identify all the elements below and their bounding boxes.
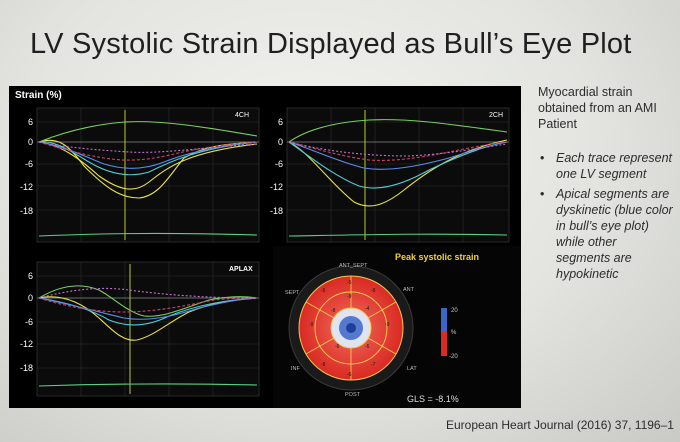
tick-label: -6	[275, 159, 283, 169]
panel-4ch: 4CH 6 0 -6 -12 -18	[20, 107, 260, 243]
color-scale: 20 % -20	[441, 308, 458, 360]
tick-label: -18	[20, 363, 33, 373]
gls-value: GLS = -8.1%	[407, 394, 459, 404]
strain-traces-aplax	[38, 285, 258, 387]
label-ant-sept: ANT_SEPT	[339, 263, 368, 269]
svg-text:-9: -9	[385, 322, 390, 328]
tick-label: -12	[20, 339, 33, 349]
tick-label: 0	[28, 137, 33, 147]
tick-label: 0	[28, 293, 33, 303]
svg-text:-5: -5	[347, 280, 352, 286]
panel-aplax: APLAX 6 0 -6 -12 -18	[20, 261, 260, 397]
label-lat: LAT	[407, 366, 417, 372]
panel-aplax-label: APLAX	[229, 266, 253, 273]
label-ant: ANT	[403, 287, 415, 293]
svg-text:-6: -6	[335, 344, 340, 350]
bullet-item: Each trace represent one LV segment	[540, 150, 673, 182]
side-intro: Myocardial strain obtained from an AMI P…	[538, 85, 657, 131]
tick-label: -18	[20, 206, 33, 216]
ticks-4ch: 6 0 -6 -12 -18	[20, 117, 33, 216]
strain-traces-2ch	[288, 119, 508, 237]
ticks-aplax: 6 0 -6 -12 -18	[20, 271, 33, 373]
scale-min: -20	[449, 354, 458, 360]
tick-label: 6	[278, 117, 283, 127]
citation: European Heart Journal (2016) 37, 1196–1	[446, 418, 674, 432]
svg-text:-8: -8	[371, 288, 376, 294]
svg-text:-8: -8	[331, 308, 336, 314]
label-sept: SEPT	[285, 290, 300, 296]
segment-values: -5 -8 -9 -7 -6 -8 -9 -5 -9 -4 -6 -6 -8	[309, 280, 390, 378]
side-notes: Myocardial strain obtained from an AMI P…	[538, 84, 673, 286]
peak-strain-title: Peak systolic strain	[395, 252, 479, 262]
slide-title: LV Systolic Strain Displayed as Bull’s E…	[30, 28, 632, 60]
tick-label: -18	[270, 206, 283, 216]
svg-text:-9: -9	[347, 294, 352, 300]
tick-label: -12	[20, 182, 33, 192]
tick-label: 0	[278, 137, 283, 147]
tick-label: -6	[25, 159, 33, 169]
svg-text:-9: -9	[309, 322, 314, 328]
strain-traces-4ch	[38, 121, 258, 237]
panel-2ch-label: 2CH	[489, 112, 503, 119]
tick-label: 6	[28, 117, 33, 127]
side-bullets: Each trace represent one LV segment Apic…	[538, 150, 673, 282]
bullet-item: Apical segments are dyskinetic (blue col…	[540, 186, 673, 282]
svg-text:-6: -6	[347, 372, 352, 378]
bullseye-plot: Peak systolic strain -5 -8 -9 -7 -6 -8 -9 -5	[273, 246, 521, 408]
svg-text:-8: -8	[321, 362, 326, 368]
label-post: POST	[345, 392, 361, 398]
panel-4ch-label: 4CH	[235, 112, 249, 119]
tick-label: -12	[270, 182, 283, 192]
svg-text:-5: -5	[321, 288, 326, 294]
svg-text:-4: -4	[365, 306, 370, 312]
svg-text:-7: -7	[371, 362, 376, 368]
scale-unit: %	[451, 330, 457, 336]
panel-2ch: 2CH 6 0 -6 -12 -18	[270, 107, 510, 243]
bullseye-wall-labels: ANT_SEPT ANT SEPT INF LAT POST	[285, 263, 417, 398]
svg-text:-6: -6	[365, 344, 370, 350]
strain-figure: Strain (%) 4CH 6 0 -6 -12 -18	[9, 86, 521, 408]
ticks-2ch: 6 0 -6 -12 -18	[270, 117, 283, 216]
tick-label: 6	[28, 271, 33, 281]
tick-label: -6	[25, 317, 33, 327]
scale-max: 20	[451, 308, 458, 314]
label-inf: INF	[291, 366, 301, 372]
strain-axis-label: Strain (%)	[15, 90, 62, 101]
